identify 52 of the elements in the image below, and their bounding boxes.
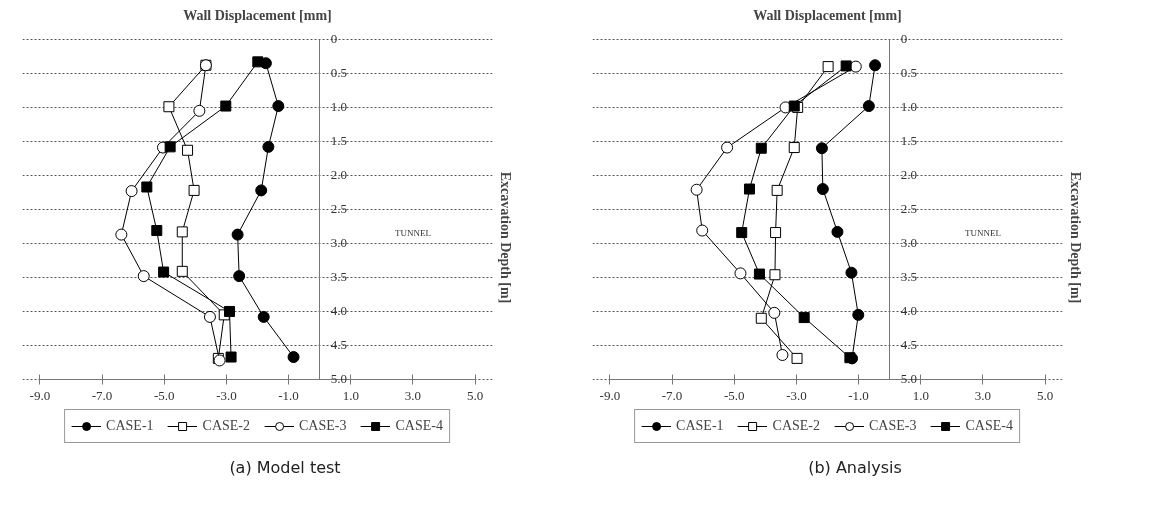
- x-tick-label: -9.0: [29, 388, 51, 404]
- y-tick-label: 1.5: [900, 133, 917, 149]
- y-tick-label: 4.5: [330, 337, 347, 353]
- y-axis-title: Excavation Depth [m]: [497, 171, 513, 304]
- text: (b) Analysis: [808, 457, 902, 479]
- x-tick-label: 5.0: [1036, 388, 1054, 404]
- x-tick-label: 1.0: [912, 388, 929, 404]
- legend-label: CASE-3: [869, 418, 917, 434]
- y-tick-label: 2.5: [330, 201, 347, 217]
- legend-label: CASE-2: [202, 418, 250, 434]
- y-tick-label: 2.5: [900, 201, 917, 217]
- x-tick-label: -1.0: [848, 388, 869, 404]
- y-tick-label: 0: [330, 31, 338, 47]
- legend-label: CASE-4: [965, 418, 1013, 434]
- x-tick-label: -5.0: [723, 388, 745, 404]
- x-tick-label: 3.0: [404, 388, 422, 404]
- x-tick-label: -9.0: [599, 388, 621, 404]
- y-tick-label: 4.0: [900, 303, 917, 319]
- y-tick-label: 4.5: [900, 337, 917, 353]
- y-tick-label: 1.5: [330, 133, 347, 149]
- y-tick-label: 1.0: [900, 99, 917, 115]
- y-tick-label: 3.0: [330, 235, 347, 251]
- y-tick-label: 3.0: [900, 235, 917, 251]
- y-tick-label: 2.0: [330, 167, 347, 183]
- x-tick-label: 5.0: [466, 388, 484, 404]
- annotation: TUNNEL: [394, 228, 431, 239]
- y-tick-label: 3.5: [900, 269, 917, 285]
- x-tick-label: -7.0: [91, 388, 113, 404]
- y-tick-label: 0.5: [330, 65, 347, 81]
- x-tick-label: -3.0: [786, 388, 807, 404]
- legend-label: CASE-1: [106, 418, 154, 434]
- y-tick-label: 1.0: [330, 99, 347, 115]
- y-tick-label: 2.0: [900, 167, 917, 183]
- legend-label: CASE-4: [395, 418, 443, 434]
- x-tick-label: -5.0: [153, 388, 175, 404]
- legend-label: CASE-3: [299, 418, 347, 434]
- y-tick-label: 0: [900, 31, 908, 47]
- x-axis-title: Wall Displacement [mm]: [183, 7, 332, 23]
- text: (a) Model test: [229, 457, 341, 479]
- y-tick-label: 3.5: [330, 269, 347, 285]
- x-tick-label: -7.0: [661, 388, 683, 404]
- x-tick-label: -1.0: [278, 388, 299, 404]
- annotation: TUNNEL: [964, 228, 1001, 239]
- y-tick-label: 0.5: [900, 65, 917, 81]
- x-tick-label: 1.0: [342, 388, 359, 404]
- x-tick-label: 3.0: [974, 388, 992, 404]
- x-tick-label: -3.0: [216, 388, 237, 404]
- legend-label: CASE-2: [772, 418, 820, 434]
- legend-label: CASE-1: [676, 418, 724, 434]
- y-axis-title: Excavation Depth [m]: [1067, 171, 1083, 304]
- x-axis-title: Wall Displacement [mm]: [753, 7, 902, 23]
- y-tick-label: 4.0: [330, 303, 347, 319]
